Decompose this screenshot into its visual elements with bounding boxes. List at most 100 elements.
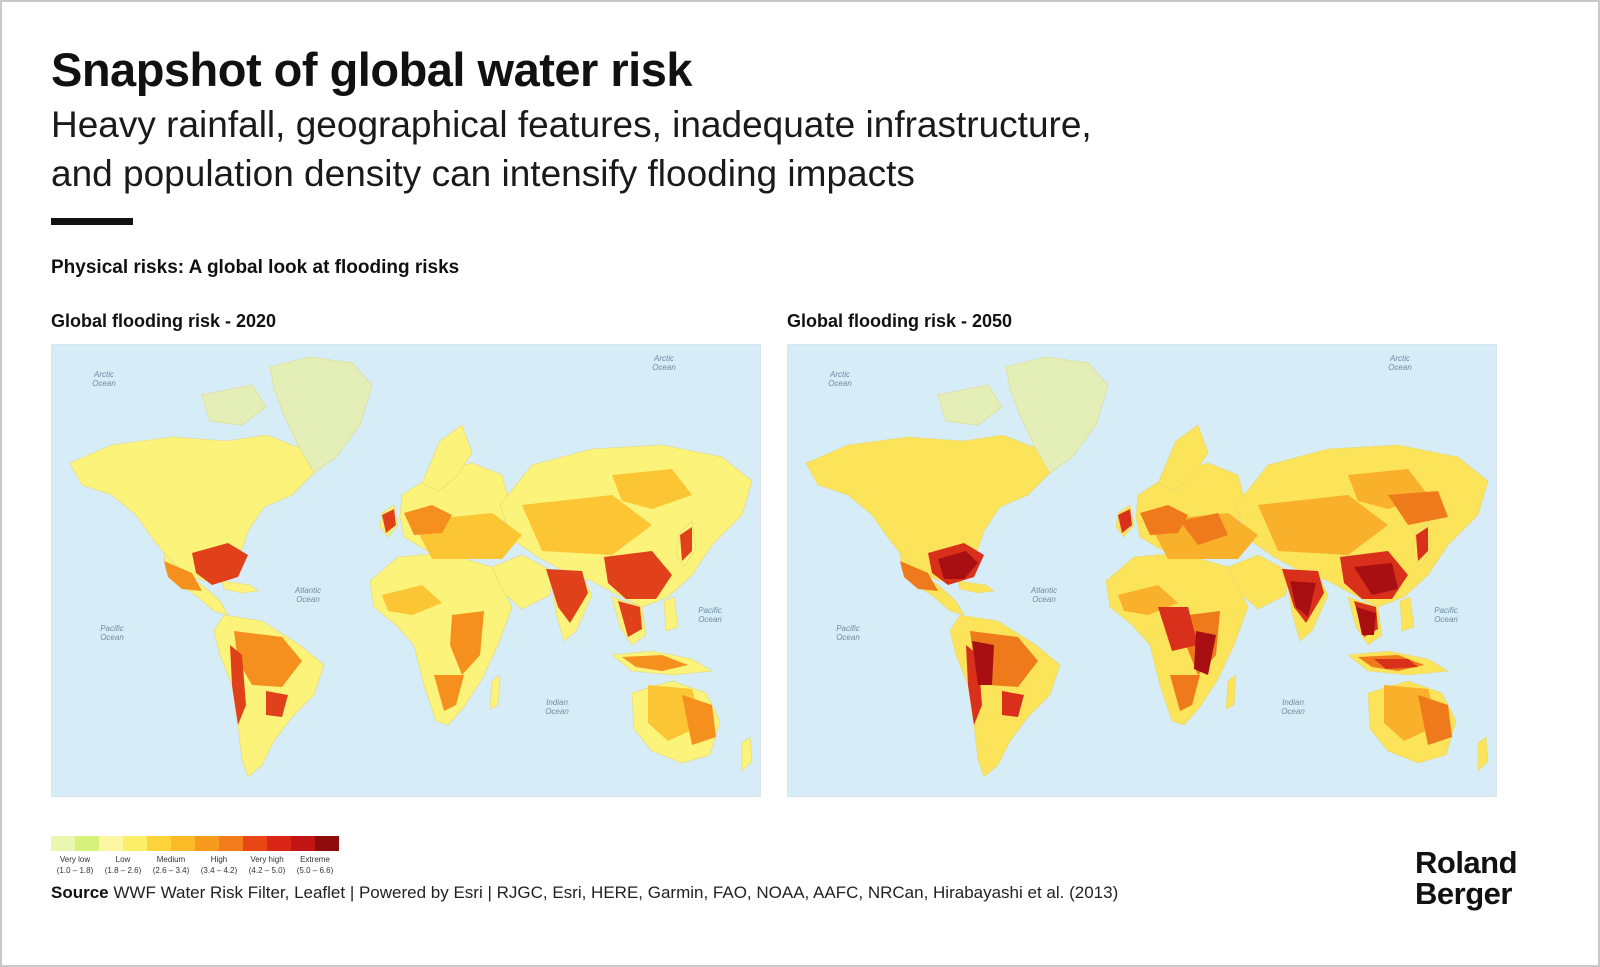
risk-hotspot-westEurope — [1140, 505, 1188, 535]
ocean-label-indian: Indian Ocean — [545, 698, 569, 716]
risk-hotspot-siberia — [612, 469, 692, 509]
flood-risk-map-2050: Arctic Ocean Arctic Ocean Atlantic Ocean Pacif… — [787, 344, 1497, 797]
landmass-philippines — [1399, 596, 1415, 632]
legend-class-name: Very low — [59, 855, 91, 864]
risk-hotspot-usEast — [192, 543, 248, 585]
risk-hotspot-japan — [1416, 527, 1428, 561]
legend-swatch — [291, 836, 315, 851]
legend-class-name: Extreme — [300, 855, 330, 864]
risk-hotspot-uk — [1118, 509, 1132, 533]
legend-swatch — [99, 836, 123, 851]
legend-class-label: Medium (2.6 – 3.4) — [147, 854, 195, 876]
landmass-arcticIslands — [937, 384, 1003, 426]
risk-hotspot-europe — [1180, 513, 1228, 545]
legend-class-range: (4.2 – 5.0) — [248, 866, 286, 875]
landmass-scandinavia — [1157, 424, 1209, 492]
legend-swatch — [147, 836, 171, 851]
risk-hotspot-westEurope — [404, 505, 452, 535]
source-text: WWF Water Risk Filter, Leaflet | Powered… — [113, 883, 1119, 902]
legend-labels: Very low (1.0 – 1.8) Low (1.8 – 2.6) Medium (… — [51, 851, 339, 883]
risk-hotspot-southBrazil — [1002, 691, 1024, 717]
legend-class-label: Low (1.8 – 2.6) — [99, 854, 147, 876]
landmass-greenland — [269, 356, 373, 474]
risk-hotspot-seAsia — [1356, 607, 1376, 635]
legend-class-range: (1.0 – 1.8) — [56, 866, 94, 875]
source-note: Source WWF Water Risk Filter, Leaflet | … — [51, 883, 1118, 903]
ocean-label-pacific: Pacific Ocean — [836, 624, 860, 642]
map-title-2050: Global flooding risk - 2050 — [787, 311, 1013, 331]
map-svg-2020: Arctic Ocean Arctic Ocean Atlantic Ocean Pacif… — [52, 345, 760, 796]
risk-legend: Very low (1.0 – 1.8) Low (1.8 – 2.6) Medium (… — [51, 836, 339, 883]
ocean-label-atlantic: Atlantic Ocean — [1030, 586, 1057, 604]
risk-hotspot-seAsia — [618, 601, 642, 637]
legend-class-label: Extreme (5.0 – 6.6) — [291, 854, 339, 876]
landmass-northAmerica — [69, 434, 315, 582]
subtitle-line-1: Heavy rainfall, geographical features, i… — [51, 104, 1092, 145]
risk-hotspot-southAfrica — [434, 675, 464, 711]
legend-swatch — [267, 836, 291, 851]
section-heading: Physical risks: A global look at floodin… — [51, 257, 460, 278]
legend-class-name: Medium — [156, 855, 186, 864]
landmass-greenland — [1005, 356, 1109, 474]
source-label: Source — [51, 883, 109, 902]
risk-hotspot-china — [604, 551, 672, 599]
legend-class-label: Very low (1.0 – 1.8) — [51, 854, 99, 876]
risk-area-medium — [1258, 495, 1388, 555]
risk-hotspot-eastAfrica — [450, 611, 484, 675]
risk-hotspot-amazonW — [972, 641, 994, 685]
ocean-label-arctic: Arctic Ocean — [652, 354, 676, 372]
ocean-label-pacific: Pacific Ocean — [698, 606, 722, 624]
landmass-madagascar — [1225, 674, 1237, 710]
risk-area-medium — [522, 495, 652, 555]
page-title: Snapshot of global water risk — [51, 43, 693, 96]
landmass-middleEast — [491, 554, 553, 610]
ocean-label-arctic: Arctic Ocean — [828, 370, 852, 388]
legend-color-bar — [51, 836, 339, 851]
legend-class-name: High — [210, 855, 228, 864]
risk-hotspot-india — [546, 569, 588, 623]
landmass-northAmerica — [805, 434, 1051, 582]
landmass-caribbean — [221, 580, 259, 594]
legend-swatch — [315, 836, 339, 851]
legend-swatch — [51, 836, 75, 851]
ocean-label-indian: Indian Ocean — [1281, 698, 1305, 716]
legend-swatch — [195, 836, 219, 851]
legend-class-name: Very high — [250, 855, 284, 864]
title-underline — [51, 218, 133, 225]
risk-hotspot-amazon — [234, 631, 302, 687]
legend-swatch — [75, 836, 99, 851]
landmass-madagascar — [489, 674, 501, 710]
landmass-newZealand — [1477, 736, 1489, 772]
risk-hotspot-southBrazil — [266, 691, 288, 717]
page-subtitle: Heavy rainfall, geographical features, i… — [51, 100, 1351, 198]
ocean-label-pacific: Pacific Ocean — [1434, 606, 1458, 624]
ocean-label-pacific: Pacific Ocean — [100, 624, 124, 642]
risk-hotspot-indonesia — [1374, 659, 1418, 669]
legend-swatch — [123, 836, 147, 851]
landmass-caribbean — [957, 580, 995, 594]
risk-hotspot-centralAf — [1158, 607, 1198, 651]
map-svg-2050: Arctic Ocean Arctic Ocean Atlantic Ocean Pacif… — [788, 345, 1496, 796]
logo-line-2: Berger — [1415, 876, 1512, 911]
risk-hotspot-eastAf — [1194, 631, 1216, 675]
landmass-philippines — [663, 596, 679, 632]
legend-class-range: (5.0 – 6.6) — [296, 866, 334, 875]
risk-hotspot-westAfrica — [382, 585, 442, 615]
risk-hotspot-mexico — [164, 561, 202, 591]
risk-hotspot-japan — [680, 527, 692, 561]
risk-hotspot-uk — [382, 509, 396, 533]
risk-hotspot-eastAus — [1418, 695, 1452, 745]
risk-hotspot-china — [1354, 563, 1398, 595]
risk-hotspot-india — [1290, 581, 1316, 617]
legend-class-label: High (3.4 – 4.2) — [195, 854, 243, 876]
ocean-label-arctic: Arctic Ocean — [92, 370, 116, 388]
flood-risk-map-2020: Arctic Ocean Arctic Ocean Atlantic Ocean Pacif… — [51, 344, 761, 797]
legend-class-range: (3.4 – 4.2) — [200, 866, 238, 875]
legend-class-range: (2.6 – 3.4) — [152, 866, 190, 875]
landmass-middleEast — [1227, 554, 1289, 610]
risk-hotspot-indonesia — [622, 655, 688, 671]
subtitle-line-2: and population density can intensify flo… — [51, 153, 915, 194]
risk-hotspot-southAfrica — [1170, 675, 1200, 711]
ocean-label-atlantic: Atlantic Ocean — [294, 586, 321, 604]
legend-swatch — [243, 836, 267, 851]
